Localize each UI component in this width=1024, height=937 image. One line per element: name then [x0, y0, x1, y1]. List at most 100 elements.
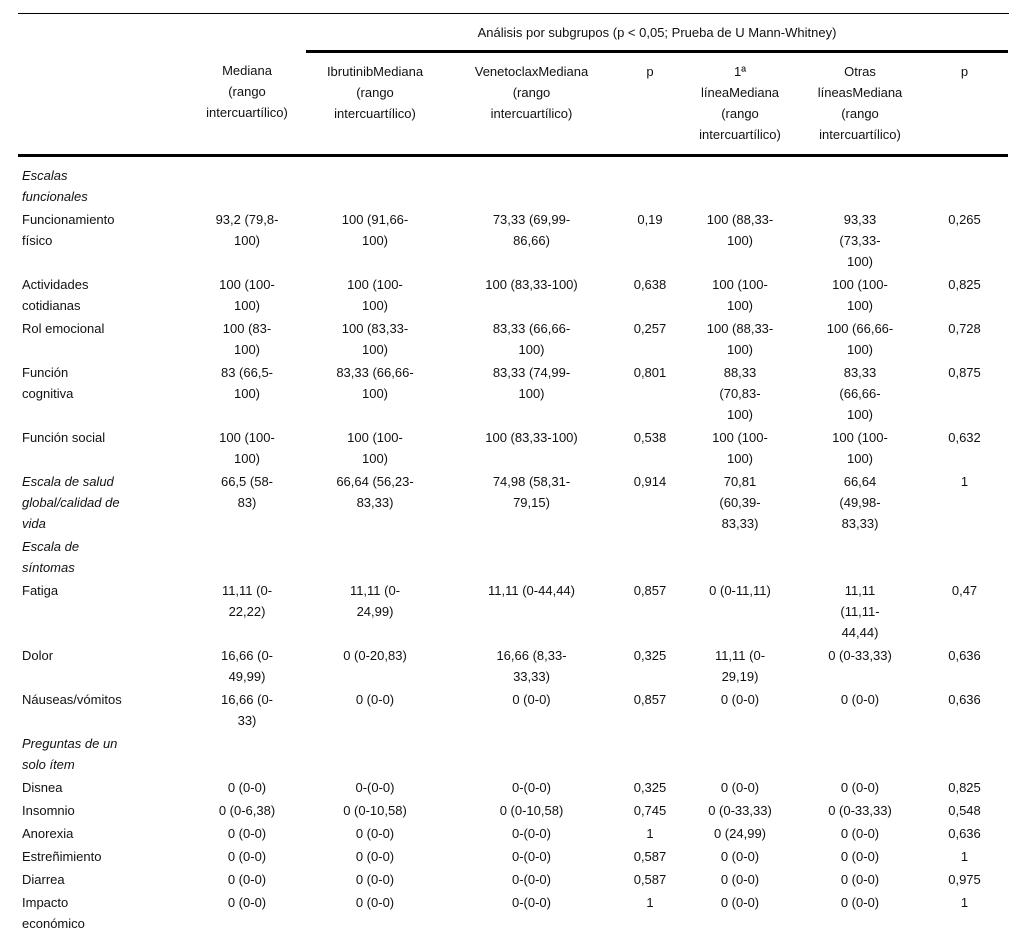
cell: 0 (0-0) — [720, 692, 760, 707]
cell: 0 (0-0) — [840, 780, 880, 795]
cell: 83,33 (66,66- 100) — [336, 365, 414, 401]
row-label: Disnea — [22, 780, 63, 795]
cell: 16,66 (8,33- 33,33) — [496, 648, 567, 684]
cell: 74,98 (58,31- 79,15) — [492, 474, 571, 510]
cell: 0 (0-0) — [355, 895, 395, 910]
cell: 1 — [646, 826, 654, 841]
table-row: Diarrea 0 (0-0) 0 (0-0) 0-(0-0) 0,587 0 (0-0)… — [18, 868, 1008, 891]
cell: 100 (100- 100) — [712, 430, 768, 466]
row-label: Anorexia — [22, 826, 74, 841]
column-header-empty — [18, 51, 188, 157]
cell: 0,825 — [948, 780, 981, 795]
cell: 0,19 — [637, 212, 663, 227]
cell: 0,257 — [633, 321, 667, 336]
cell: 100 (100- 100) — [219, 277, 275, 313]
cell: 100 (100- 100) — [712, 277, 768, 313]
cell: 0 (0-6,38) — [218, 803, 276, 818]
cell: 100 (100- 100) — [347, 277, 403, 313]
cell: 100 (83,33-100) — [485, 430, 578, 445]
column-header-p1: p — [619, 51, 681, 157]
cell: 0-(0-0) — [511, 895, 551, 910]
cell: 0 (0-10,58) — [343, 803, 407, 818]
cell: 0 (0-0) — [355, 849, 395, 864]
cell: 66,64 (56,23- 83,33) — [336, 474, 414, 510]
cell: 83,33 (74,99- 100) — [492, 365, 571, 401]
table-row: Estreñimiento 0 (0-0) 0 (0-0) 0-(0-0) 0,587 0… — [18, 845, 1008, 868]
cell: 100 (100- 100) — [832, 277, 888, 313]
table-body: Escalas funcionales Funcionamiento físico… — [18, 156, 1008, 936]
table-row: Impacto económico 0 (0-0) 0 (0-0) 0-(0-0) 1 0… — [18, 891, 1008, 935]
table-row: Actividades cotidianas 100 (100- 100) 100 … — [18, 273, 1008, 317]
section-label: Preguntas de un solo ítem — [22, 736, 118, 772]
cell: 0 (0-0) — [512, 692, 551, 707]
cell: 0,914 — [633, 474, 667, 489]
table-row: Náuseas/vómitos 16,66 (0- 33) 0 (0-0) 0 (0-… — [18, 688, 1008, 732]
table-row: Función social 100 (100- 100) 100 (100- 10… — [18, 426, 1008, 470]
cell: 0 (0-0) — [720, 849, 760, 864]
row-label: Actividades cotidianas — [22, 277, 89, 313]
cell: 11,11 (0- 29,19) — [714, 648, 766, 684]
cell: 0 (0-0) — [355, 872, 395, 887]
cell: 1 — [960, 849, 969, 864]
row-label: Fatiga — [22, 583, 59, 598]
table-row: Rol emocional 100 (83- 100) 100 (83,33- 10… — [18, 317, 1008, 361]
column-header-venetoclax: VenetoclaxMediana (rango intercuartílico… — [444, 51, 619, 157]
cell: 1 — [646, 895, 654, 910]
cell: 100 (83,33-100) — [485, 277, 578, 292]
table-row: Fatiga 11,11 (0- 22,22) 11,11 (0- 24,99) 11… — [18, 579, 1008, 644]
subgroup-header-spacer — [18, 14, 306, 52]
cell: 0-(0-0) — [511, 849, 551, 864]
cell: 0 (0-0) — [227, 872, 267, 887]
subgroup-header: Análisis por subgrupos (p < 0,05; Prueba… — [306, 14, 1009, 53]
cell: 0,875 — [948, 365, 981, 380]
table-row: Función cognitiva 83 (66,5- 100) 83,33 (66… — [18, 361, 1008, 426]
cell: 100 (83,33- 100) — [341, 321, 409, 357]
cell: 0 (0-0) — [227, 895, 267, 910]
column-header-otras-lineas: Otras líneasMediana (rango intercuartíli… — [799, 51, 921, 157]
cell: 100 (83- 100) — [222, 321, 272, 357]
section-row: Escala de síntomas — [18, 535, 1008, 579]
cell: 11,11 (0-44,44) — [488, 583, 575, 598]
cell: 0 (0-0) — [840, 692, 880, 707]
cell: 100 (88,33- 100) — [706, 321, 774, 357]
cell: 73,33 (69,99- 86,66) — [492, 212, 571, 248]
cell: 66,64 (49,98- 83,33) — [839, 474, 881, 531]
cell: 0 (0-0) — [840, 895, 880, 910]
column-header-primera-linea: 1ª líneaMediana (rango intercuartílico) — [681, 51, 799, 157]
cell: 0,801 — [633, 365, 667, 380]
cell: 0 (0-10,58) — [499, 803, 564, 818]
cell: 0,825 — [948, 277, 981, 292]
table-row: Escala de salud global/calidad de vida 66… — [18, 470, 1008, 535]
cell: 0,636 — [948, 648, 981, 663]
cell: 0,975 — [948, 872, 981, 887]
table-row: Anorexia 0 (0-0) 0 (0-0) 0-(0-0) 1 0 (24,99) 0… — [18, 822, 1008, 845]
row-label: Insomnio — [22, 803, 75, 818]
cell: 0-(0-0) — [511, 826, 551, 841]
row-label: Náuseas/vómitos — [22, 692, 122, 707]
column-header-mediana: Mediana (rango intercuartílico) — [188, 51, 306, 157]
cell: 88,33 (70,83- 100) — [719, 365, 761, 422]
cell: 0,636 — [948, 826, 981, 841]
cell: 0 (0-0) — [720, 895, 760, 910]
cell: 0 (0-0) — [227, 849, 267, 864]
cell: 0,857 — [633, 583, 667, 598]
cell: 16,66 (0- 49,99) — [220, 648, 274, 684]
row-label: Diarrea — [22, 872, 65, 887]
cell: 0,728 — [948, 321, 981, 336]
cell: 0-(0-0) — [511, 872, 551, 887]
column-header-ibrutinib: IbrutinibMediana (rango intercuartílico) — [306, 51, 444, 157]
cell: 0,325 — [633, 648, 667, 663]
cell: 70,81 (60,39- 83,33) — [719, 474, 761, 531]
cell: 83,33 (66,66- 100) — [839, 365, 881, 422]
cell: 0,636 — [948, 692, 981, 707]
cell: 0,325 — [633, 780, 667, 795]
cell: 83 (66,5- 100) — [220, 365, 274, 401]
cell: 0 (0-0) — [840, 872, 880, 887]
cell: 0 (0-0) — [720, 780, 760, 795]
column-header-p2: p — [921, 51, 1009, 157]
cell: 0 (0-0) — [355, 692, 395, 707]
cell: 100 (66,66- 100) — [826, 321, 894, 357]
section-row: Preguntas de un solo ítem — [18, 732, 1008, 776]
cell: 1 — [960, 895, 969, 910]
